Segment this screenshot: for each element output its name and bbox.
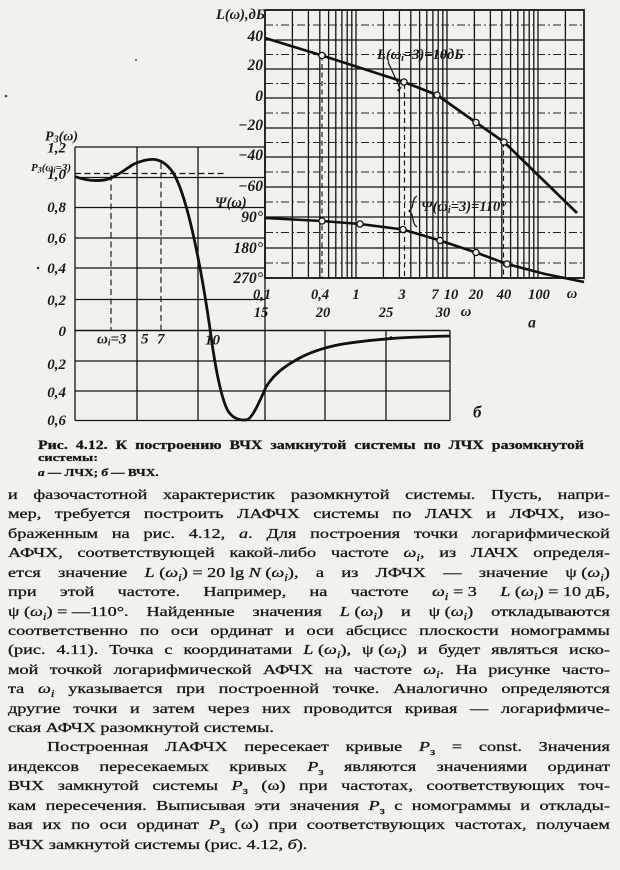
svg-text:90°: 90° — [241, 209, 264, 226]
svg-text:0,1: 0,1 — [253, 287, 271, 303]
svg-text:7: 7 — [157, 332, 165, 348]
svg-text:0,8: 0,8 — [47, 200, 66, 216]
svg-text:10: 10 — [444, 287, 459, 303]
svg-text:1,2: 1,2 — [47, 141, 66, 157]
svg-text:7: 7 — [431, 287, 439, 303]
svg-text:0: 0 — [255, 88, 263, 105]
svg-text:10: 10 — [205, 333, 221, 349]
svg-text:ω: ω — [567, 286, 578, 302]
svg-text:ω: ω — [461, 304, 472, 320]
svg-text:40: 40 — [247, 28, 264, 45]
svg-text:20: 20 — [315, 305, 331, 321]
svg-text:Ψ(ω): Ψ(ω) — [215, 195, 247, 211]
svg-text:−20: −20 — [238, 117, 263, 134]
svg-text:0,2: 0,2 — [47, 293, 66, 309]
svg-text:−40: −40 — [238, 147, 263, 164]
svg-text:20: 20 — [247, 57, 264, 74]
svg-text:100: 100 — [528, 287, 550, 303]
svg-text:ωi=3: ωi=3 — [97, 332, 127, 349]
svg-text:0,4: 0,4 — [311, 287, 329, 303]
svg-text:3: 3 — [397, 287, 405, 303]
svg-text:30: 30 — [435, 305, 451, 321]
svg-text:−60: −60 — [238, 178, 263, 195]
svg-text:1,0: 1,0 — [47, 167, 66, 183]
svg-text:40: 40 — [496, 287, 512, 303]
svg-text:1: 1 — [352, 287, 359, 303]
svg-text:270°: 270° — [233, 270, 264, 287]
svg-text:P3(ωi=3): P3(ωi=3) — [31, 162, 71, 175]
svg-text:0,6: 0,6 — [47, 231, 66, 247]
svg-text:15: 15 — [254, 305, 269, 321]
svg-text:20: 20 — [468, 287, 484, 303]
svg-text:L(ωi=3)=10дБ: L(ωi=3)=10дБ — [376, 47, 463, 64]
svg-text:25: 25 — [378, 305, 394, 321]
svg-text:0,2: 0,2 — [47, 357, 66, 373]
svg-text:180°: 180° — [234, 240, 264, 257]
svg-text:б: б — [473, 403, 483, 422]
svg-text:0: 0 — [59, 324, 67, 340]
svg-text:P3(ω): P3(ω) — [45, 130, 78, 146]
svg-text:0,4: 0,4 — [47, 261, 66, 277]
svg-text:5: 5 — [141, 332, 149, 348]
svg-text:а: а — [528, 315, 536, 332]
svg-text:Ψ(ωi=3)=110°: Ψ(ωi=3)=110° — [421, 199, 506, 216]
svg-text:0,6: 0,6 — [47, 413, 66, 429]
svg-text:0,4: 0,4 — [47, 385, 66, 401]
svg-text:L(ω),дБ: L(ω),дБ — [215, 7, 265, 23]
